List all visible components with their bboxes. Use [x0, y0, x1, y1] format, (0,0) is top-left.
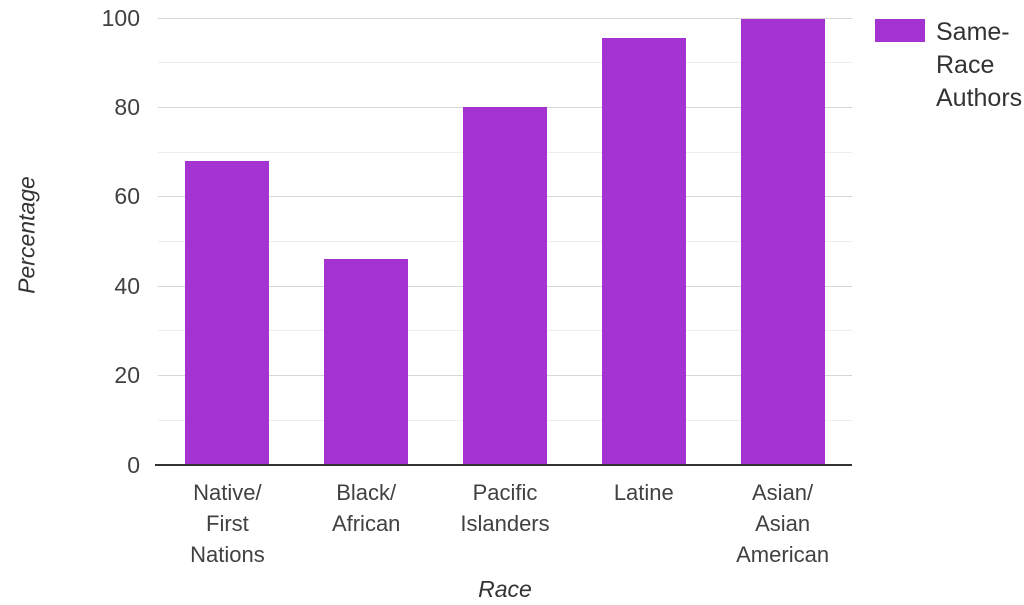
y-tick-label: 0: [127, 451, 140, 478]
y-tick-label: 100: [101, 4, 140, 31]
legend-label-line: Same-: [936, 18, 1010, 46]
x-category-label: Black/African: [332, 477, 400, 539]
x-category-label-line: First: [206, 511, 249, 536]
x-category-label: Latine: [614, 477, 674, 508]
x-category-label-line: Latine: [613, 480, 674, 505]
x-category-label-line: American: [736, 542, 830, 567]
x-category-label-line: Asian/: [752, 480, 814, 505]
x-category-label-line: Islanders: [460, 511, 550, 536]
gridline-major: [158, 17, 852, 19]
y-tick-label: 80: [114, 93, 140, 120]
legend-color-swatch: [875, 19, 925, 42]
x-category-label-line: Pacific: [472, 480, 538, 505]
x-category-label: Pacific Islanders: [460, 477, 549, 539]
y-tick-label: 40: [114, 272, 140, 299]
x-axis-title: Race: [478, 576, 532, 602]
x-category-label: Native/First Nations: [190, 477, 265, 570]
x-category-label-line: Black/: [336, 480, 397, 505]
x-category-label-line: Nations: [190, 542, 265, 567]
legend-label-line: Race: [936, 51, 995, 79]
bar-pacific-islanders[interactable]: [463, 107, 547, 465]
x-category-label: Asian/Asian American: [736, 477, 829, 570]
gridline-minor: [158, 62, 852, 64]
bar-asian-asian-american[interactable]: [740, 18, 825, 465]
bar-latine[interactable]: [601, 38, 686, 465]
y-axis-title: Percentage: [13, 176, 40, 294]
x-axis-line: [155, 464, 852, 466]
x-category-label-line: Native/: [193, 480, 262, 505]
legend-label: Same- Race Authors: [936, 16, 1022, 115]
bar-native-first-nations[interactable]: [185, 161, 270, 465]
y-tick-label: 60: [114, 183, 140, 210]
x-category-label-line: African: [331, 511, 401, 536]
bar-black-african[interactable]: [324, 259, 409, 465]
y-tick-label: 20: [114, 362, 140, 389]
legend-label-line: Authors: [936, 84, 1023, 112]
x-category-label-line: Asian: [755, 511, 811, 536]
legend-item[interactable]: Same- Race Authors: [875, 16, 1022, 115]
